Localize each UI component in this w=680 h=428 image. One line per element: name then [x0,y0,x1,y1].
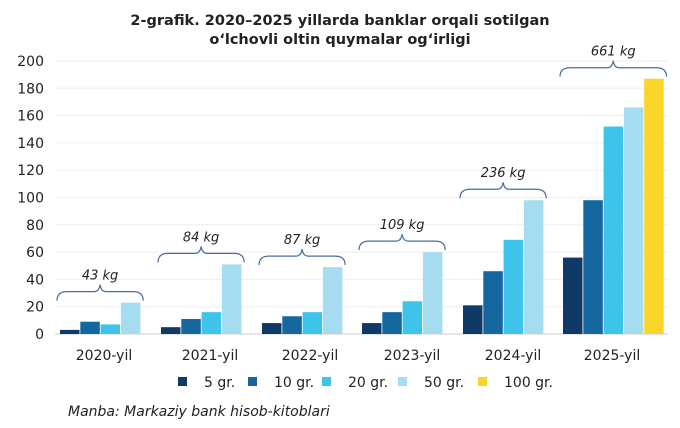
bar [60,329,80,334]
legend-swatch [322,377,331,386]
legend-label: 50 gr. [424,375,464,391]
bar [181,318,201,334]
x-tick-label: 2022-yil [282,348,339,364]
bar [80,321,100,334]
bar [262,323,282,334]
y-tick-label: 60 [26,245,44,261]
x-tick-label: 2021-yil [182,348,239,364]
legend-label: 10 gr. [274,375,314,391]
total-label: 43 kg [82,269,118,284]
y-tick-label: 100 [17,191,44,207]
bar [483,271,503,334]
bar [302,312,323,334]
y-tick-label: 120 [17,163,44,179]
y-tick-label: 140 [17,136,44,152]
y-tick-label: 20 [26,300,44,316]
bar [221,264,242,334]
x-tick-label: 2023-yil [384,348,441,364]
bar [463,305,483,334]
total-brace [258,249,346,266]
y-tick-label: 0 [35,327,44,343]
bar [120,302,141,334]
bar [100,324,121,334]
total-label: 109 kg [380,218,425,233]
bar [523,200,544,334]
bar [382,312,402,334]
total-brace [559,60,668,77]
total-label: 84 kg [183,230,219,245]
x-tick-label: 2020-yil [76,348,133,364]
bar [161,327,181,334]
legend-swatch [178,377,187,386]
source-note: Manba: Markaziy bank hisob-kitoblari [68,404,330,420]
bar [282,316,302,334]
legend-label: 5 gr. [204,375,235,391]
bar [322,267,343,334]
bar [201,312,222,334]
y-tick-label: 80 [26,218,44,234]
total-brace [157,246,245,263]
legend-swatch [248,377,257,386]
x-tick-label: 2024-yil [485,348,542,364]
total-brace [358,234,446,251]
legend-label: 20 gr. [348,375,388,391]
y-tick-label: 40 [26,272,44,288]
y-tick-label: 160 [17,109,44,125]
bar [603,126,624,335]
y-tick-label: 200 [17,54,44,70]
bar [402,301,423,334]
total-brace [459,182,547,199]
bar [644,78,664,335]
total-brace [56,284,144,301]
legend-label: 100 gr. [504,375,553,391]
bar [623,107,644,334]
legend-swatch [478,377,487,386]
bar [422,252,443,334]
bar [362,323,382,334]
bar [563,257,583,334]
total-label: 87 kg [284,233,320,248]
bar [503,239,524,334]
total-label: 661 kg [591,45,636,60]
x-tick-label: 2025-yil [584,348,641,364]
bar [583,200,603,334]
total-label: 236 kg [481,166,526,181]
y-tick-label: 180 [17,81,44,97]
legend-swatch [398,377,407,386]
chart-title-line-1: 2-grafik. 2020–2025 yillarda banklar orq… [130,13,549,29]
chart-title-line-2: o‘lchovli oltin quymalar og‘irligi [209,32,470,48]
